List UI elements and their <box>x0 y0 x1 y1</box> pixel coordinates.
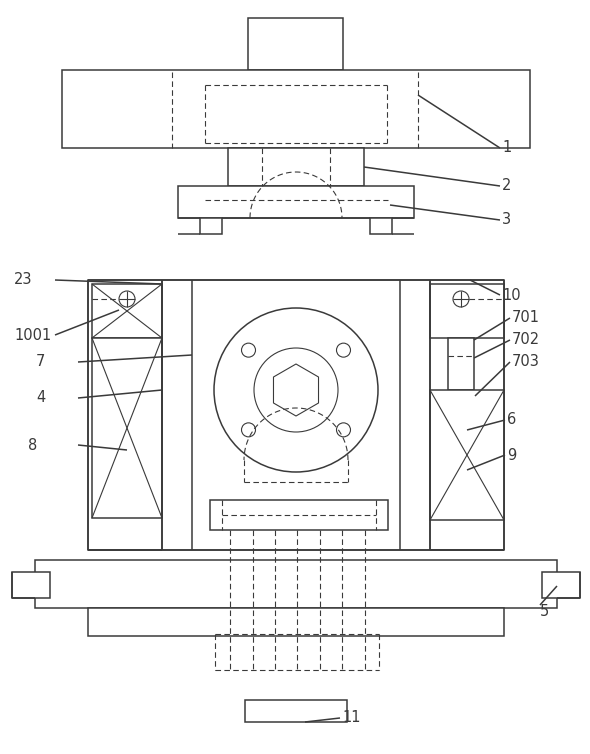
Text: 2: 2 <box>502 179 512 194</box>
Polygon shape <box>274 364 319 416</box>
Polygon shape <box>88 280 504 550</box>
Circle shape <box>336 423 350 437</box>
Polygon shape <box>430 390 504 520</box>
Circle shape <box>336 343 350 357</box>
Circle shape <box>214 308 378 472</box>
Polygon shape <box>92 284 162 338</box>
Circle shape <box>254 348 338 432</box>
Polygon shape <box>35 560 557 608</box>
Polygon shape <box>92 338 162 518</box>
Text: 9: 9 <box>507 448 516 462</box>
Text: 4: 4 <box>36 391 45 406</box>
Text: 703: 703 <box>512 354 540 369</box>
Circle shape <box>241 343 255 357</box>
Polygon shape <box>370 218 392 234</box>
Polygon shape <box>62 70 530 148</box>
Polygon shape <box>542 572 580 598</box>
Text: 3: 3 <box>502 213 511 228</box>
Polygon shape <box>12 572 50 598</box>
Text: 702: 702 <box>512 333 540 348</box>
Text: 1: 1 <box>502 140 512 155</box>
Text: 6: 6 <box>507 412 516 428</box>
Text: 5: 5 <box>540 605 549 620</box>
Polygon shape <box>248 18 343 70</box>
Circle shape <box>241 423 255 437</box>
Polygon shape <box>178 186 414 218</box>
Text: 7: 7 <box>36 354 45 369</box>
Polygon shape <box>245 700 347 722</box>
Polygon shape <box>228 148 364 186</box>
Text: 701: 701 <box>512 311 540 326</box>
Polygon shape <box>430 284 504 338</box>
Polygon shape <box>200 218 222 234</box>
Text: 10: 10 <box>502 287 520 302</box>
Text: 23: 23 <box>14 272 32 287</box>
Polygon shape <box>88 608 504 636</box>
Text: 1001: 1001 <box>14 327 51 342</box>
Polygon shape <box>210 500 388 530</box>
Circle shape <box>119 291 135 307</box>
Text: 11: 11 <box>342 710 360 725</box>
Text: 8: 8 <box>28 437 37 452</box>
Circle shape <box>453 291 469 307</box>
Polygon shape <box>448 338 474 390</box>
